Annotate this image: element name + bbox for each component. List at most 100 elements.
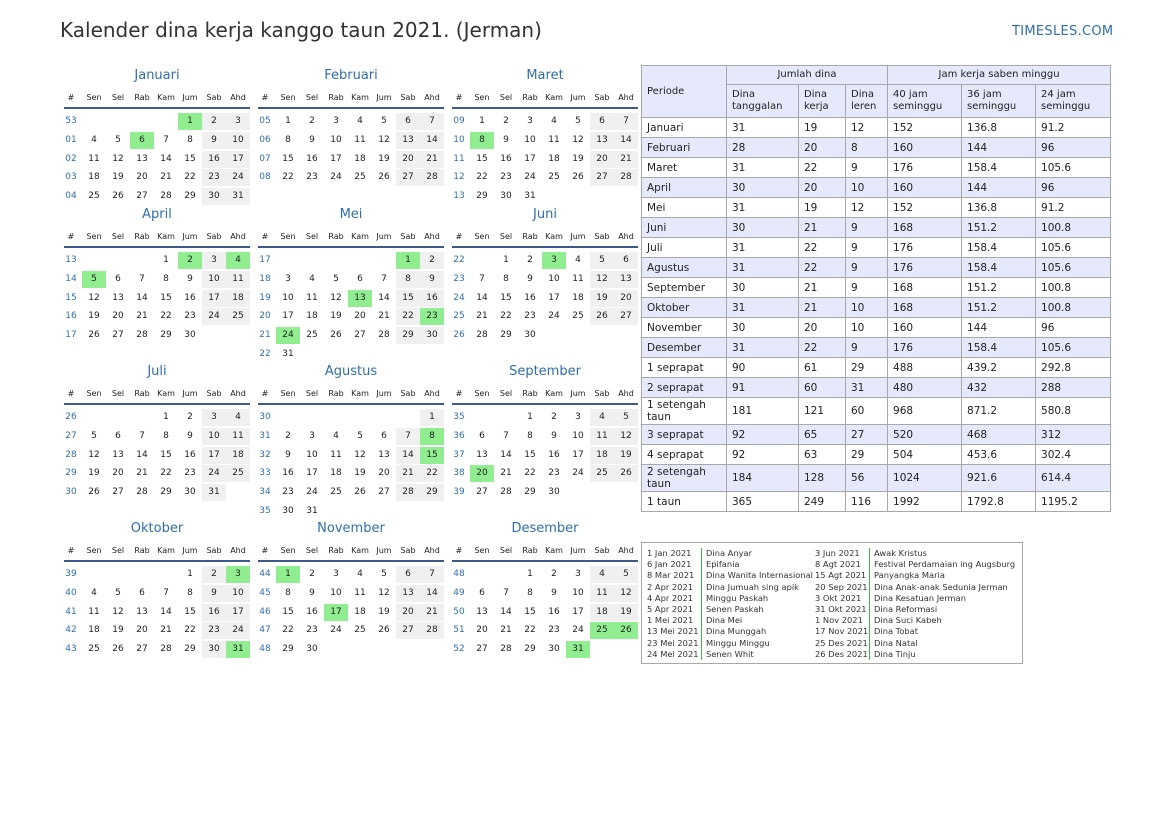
period-cell: Oktober bbox=[641, 297, 727, 318]
value-cell: 9 bbox=[844, 237, 889, 258]
day-cell: 15 bbox=[476, 153, 488, 164]
day-cell: 5 bbox=[614, 566, 638, 583]
month-desember: Desember # Sen Sel Rab Kam Jum Sab Ahd 48 49 50 51 52… bbox=[452, 522, 638, 660]
day-cell: 24 bbox=[524, 172, 536, 183]
day-cell: 30 bbox=[306, 644, 318, 655]
day-cell: 2 bbox=[187, 412, 193, 422]
week-number-header: # bbox=[455, 93, 463, 102]
day-cell: 12 bbox=[614, 427, 638, 445]
period-cell: 2 seprapat bbox=[641, 377, 727, 398]
holiday-date: 3 Okt 2021 bbox=[815, 592, 862, 603]
value-cell: 614.4 bbox=[1035, 464, 1112, 492]
value-cell: 21 bbox=[798, 217, 846, 238]
day-cell: 9 bbox=[527, 273, 533, 284]
day-cell: 11 bbox=[330, 449, 342, 460]
weekday-label: Sen bbox=[280, 232, 296, 241]
weekday-label: Ahd bbox=[230, 389, 246, 398]
day-cell: 7 bbox=[614, 113, 638, 130]
header-divider bbox=[64, 560, 250, 562]
day-cell: 11 bbox=[590, 427, 614, 445]
holiday-separator bbox=[869, 559, 870, 571]
day-cell: 26 bbox=[88, 330, 100, 341]
day-cell: 13 bbox=[476, 449, 488, 460]
weekday-label: Rab bbox=[134, 232, 150, 241]
holiday-separator bbox=[701, 626, 702, 638]
day-cell: 12 bbox=[112, 606, 124, 617]
week-number: 12 bbox=[453, 172, 465, 183]
day-cell: 27 bbox=[136, 644, 148, 655]
day-cell: 7 bbox=[479, 273, 485, 284]
weekday-label: Rab bbox=[328, 546, 344, 555]
day-cell: 27 bbox=[112, 487, 124, 498]
value-cell: 96 bbox=[1035, 177, 1112, 198]
day-cell: 9 bbox=[187, 273, 193, 284]
week-number: 35 bbox=[259, 506, 271, 516]
period-cell: Juni bbox=[641, 217, 727, 238]
weekday-label: Kam bbox=[351, 232, 369, 241]
day-cell: 6 bbox=[396, 566, 420, 583]
day-cell: 19 bbox=[590, 289, 614, 307]
value-cell: 432 bbox=[961, 377, 1037, 398]
holiday-separator bbox=[701, 615, 702, 627]
day-cell: 22 bbox=[500, 311, 512, 322]
day-cell: 14 bbox=[500, 606, 512, 617]
period-cell: 3 seprapat bbox=[641, 424, 727, 445]
brand-link[interactable]: TIMESLES.COM bbox=[1012, 24, 1114, 39]
value-cell: 20 bbox=[798, 137, 846, 158]
day-cell: 24 bbox=[572, 625, 584, 636]
value-cell: 1792.8 bbox=[961, 491, 1037, 512]
holiday-column: 1 Jan 2021 Dina Anyar 6 Jan 2021 Epifania 8 … bbox=[642, 548, 813, 660]
value-cell: 158.4 bbox=[961, 257, 1037, 278]
week-number: 41 bbox=[65, 606, 77, 617]
day-cell: 16 bbox=[202, 603, 226, 621]
day-cell: 26 bbox=[572, 172, 584, 183]
period-cell: 1 taun bbox=[641, 491, 727, 512]
day-cell: 23 bbox=[548, 625, 560, 636]
day-cell: 12 bbox=[572, 134, 584, 145]
col-group-hours: Jam kerja saben minggu bbox=[887, 65, 1112, 85]
day-cell: 17 bbox=[226, 603, 250, 621]
day-cell: 29 bbox=[524, 487, 536, 498]
weekday-header: # Sen Sel Rab Kam Jum Sab Ahd bbox=[258, 545, 444, 557]
day-cell: 9 bbox=[202, 131, 226, 149]
value-cell: 152 bbox=[887, 197, 963, 218]
value-cell: 168 bbox=[887, 297, 963, 318]
day-cell: 15 bbox=[524, 449, 536, 460]
weekday-label: Rab bbox=[328, 93, 344, 102]
stats-row: Mei 31 19 12 152 136.8 91.2 bbox=[641, 197, 1112, 218]
period-cell: 2 setengah taun bbox=[641, 464, 727, 492]
value-cell: 9 bbox=[844, 217, 889, 238]
holiday-day-cell: 24 bbox=[276, 327, 300, 345]
stats-row: 2 seprapat 91 60 31 480 432 288 bbox=[641, 377, 1112, 398]
day-cell: 18 bbox=[590, 603, 614, 621]
day-cell: 8 bbox=[187, 587, 193, 598]
day-cell: 5 bbox=[381, 569, 387, 579]
value-cell: 302.4 bbox=[1035, 444, 1112, 465]
day-cell: 29 bbox=[160, 487, 172, 498]
day-cell: 23 bbox=[184, 311, 196, 322]
holiday-entry: 2 Apr 2021 Dina Jumuah sing apik bbox=[642, 581, 810, 593]
week-number: 20 bbox=[259, 311, 271, 322]
day-cell: 12 bbox=[378, 587, 390, 598]
day-cell: 19 bbox=[354, 468, 366, 479]
month-februari: Februari # Sen Sel Rab Kam Jum Sab Ahd 05 06 07 08 1 2… bbox=[258, 69, 444, 188]
holiday-date: 1 Jan 2021 bbox=[647, 548, 692, 558]
holiday-name: Minggu Minggu bbox=[706, 637, 770, 648]
holiday-name: Dina Jumuah sing apik bbox=[706, 581, 799, 592]
value-cell: 136.8 bbox=[961, 117, 1037, 138]
day-cell: 7 bbox=[163, 134, 169, 145]
week-number: 53 bbox=[65, 116, 77, 126]
day-cell: 25 bbox=[354, 625, 366, 636]
holiday-column: 3 Jun 2021 Awak Kristus 8 Agt 2021 Festival… bbox=[810, 548, 1022, 660]
value-cell: 151.2 bbox=[961, 217, 1037, 238]
value-cell: 96 bbox=[1035, 317, 1112, 338]
weekday-label: Ahd bbox=[618, 389, 634, 398]
day-cell: 13 bbox=[396, 584, 420, 602]
holiday-date: 26 Des 2021 bbox=[815, 648, 868, 659]
value-cell: 158.4 bbox=[961, 237, 1037, 258]
day-cell: 4 bbox=[357, 116, 363, 126]
week-number: 17 bbox=[65, 330, 77, 341]
stats-row: 1 taun 365 249 116 1992 1792.8 1195.2 bbox=[641, 491, 1112, 512]
value-cell: 8 bbox=[844, 137, 889, 158]
holiday-name: Dina Kesatuan Jerman bbox=[874, 592, 966, 603]
